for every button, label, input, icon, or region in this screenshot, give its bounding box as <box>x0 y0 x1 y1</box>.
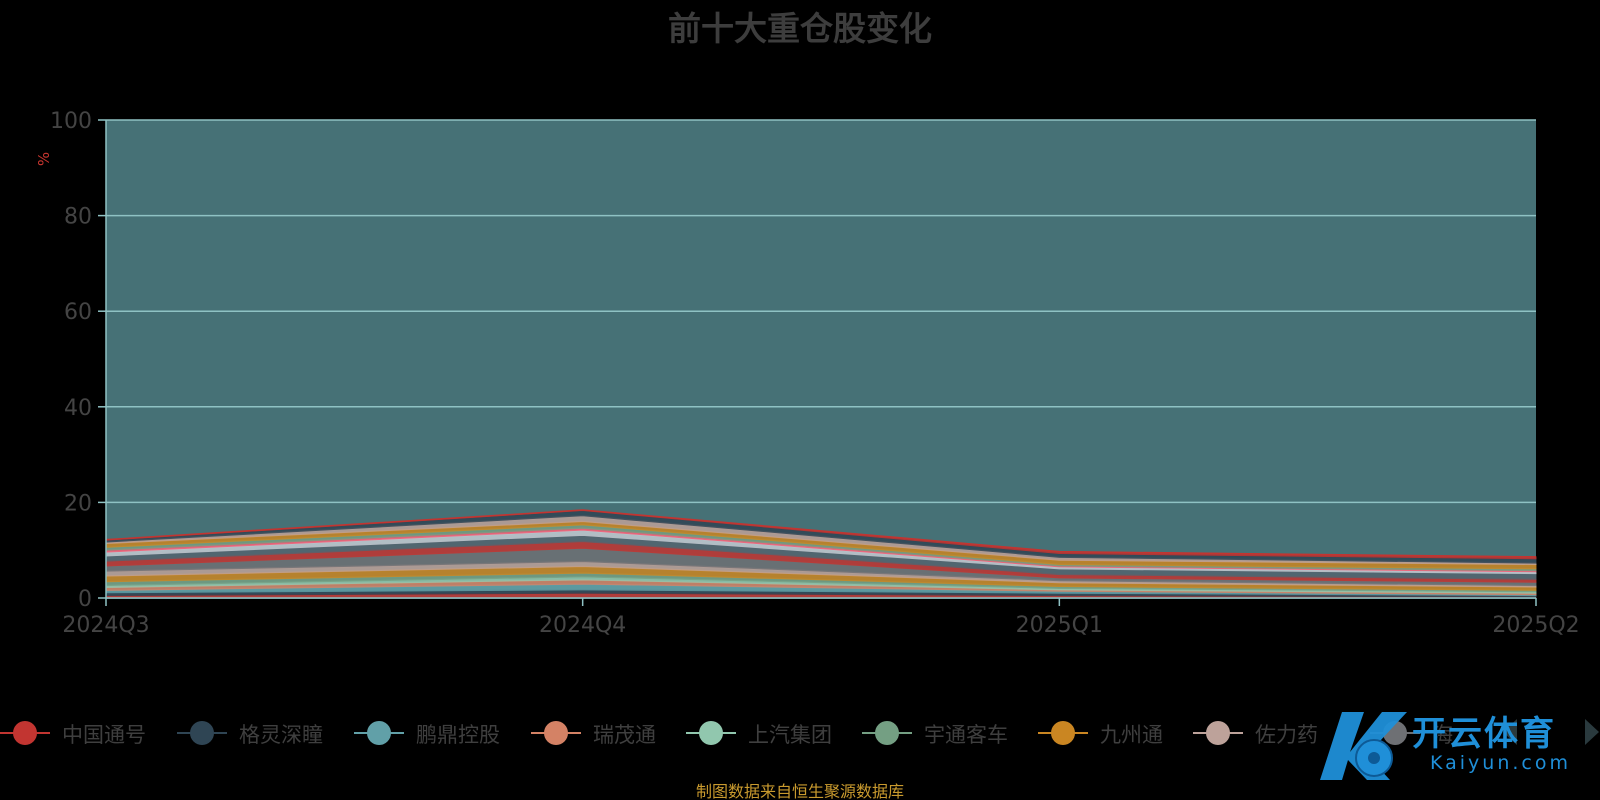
y-tick-label: 80 <box>64 205 92 230</box>
watermark-logo: 开云体育 Kaiyun.com <box>1312 700 1592 790</box>
line-series-18 <box>105 509 1537 558</box>
legend-marker-icon <box>544 721 568 745</box>
legend-next-arrow-icon[interactable] <box>1585 719 1599 745</box>
legend-marker-icon <box>1206 721 1230 745</box>
plot-area <box>106 120 1536 598</box>
watermark-subtitle: Kaiyun.com <box>1430 752 1571 774</box>
legend-label: 中国通号 <box>62 723 146 747</box>
legend-label: 佐力药 <box>1255 723 1318 747</box>
legend-marker-icon <box>875 721 899 745</box>
chart-legend: 中国通号 格灵深瞳 鹏鼎控股 瑞茂通 上汽集团 宇通客车 九州通 佐力药 海 <box>0 718 1600 748</box>
x-tick-label: 2024Q3 <box>62 613 149 638</box>
x-tick-label: 2024Q4 <box>539 613 626 638</box>
legend-label: 格灵深瞳 <box>239 723 323 747</box>
legend-label: 瑞茂通 <box>593 723 656 747</box>
legend-marker-icon <box>1051 721 1075 745</box>
legend-prev-arrow-icon[interactable] <box>1503 719 1517 745</box>
watermark-title: 开云体育 <box>1412 714 1556 754</box>
y-tick-label: 40 <box>64 396 92 421</box>
x-tick-label: 2025Q1 <box>1016 613 1103 638</box>
y-tick-label: 20 <box>64 491 92 516</box>
y-tick-label: 60 <box>64 300 92 325</box>
legend-marker-icon <box>367 721 391 745</box>
y-tick-label: 100 <box>50 109 92 134</box>
chart-title: 前十大重仓股变化 <box>668 9 932 48</box>
kaiyun-logo-icon <box>1320 712 1407 780</box>
source-note: 制图数据来自恒生聚源数据库 <box>695 782 904 800</box>
legend-label: 上汽集团 <box>748 723 832 747</box>
legend-marker-icon <box>13 721 37 745</box>
x-tick-label: 2025Q2 <box>1492 613 1579 638</box>
legend-marker-icon <box>190 721 214 745</box>
legend-label: 九州通 <box>1100 723 1163 747</box>
legend-marker-icon <box>699 721 723 745</box>
legend-label: 宇通客车 <box>924 723 1008 747</box>
y-tick-label: 0 <box>78 587 92 612</box>
legend-label: 鹏鼎控股 <box>416 723 500 747</box>
legend-label: 海 <box>1432 723 1453 747</box>
